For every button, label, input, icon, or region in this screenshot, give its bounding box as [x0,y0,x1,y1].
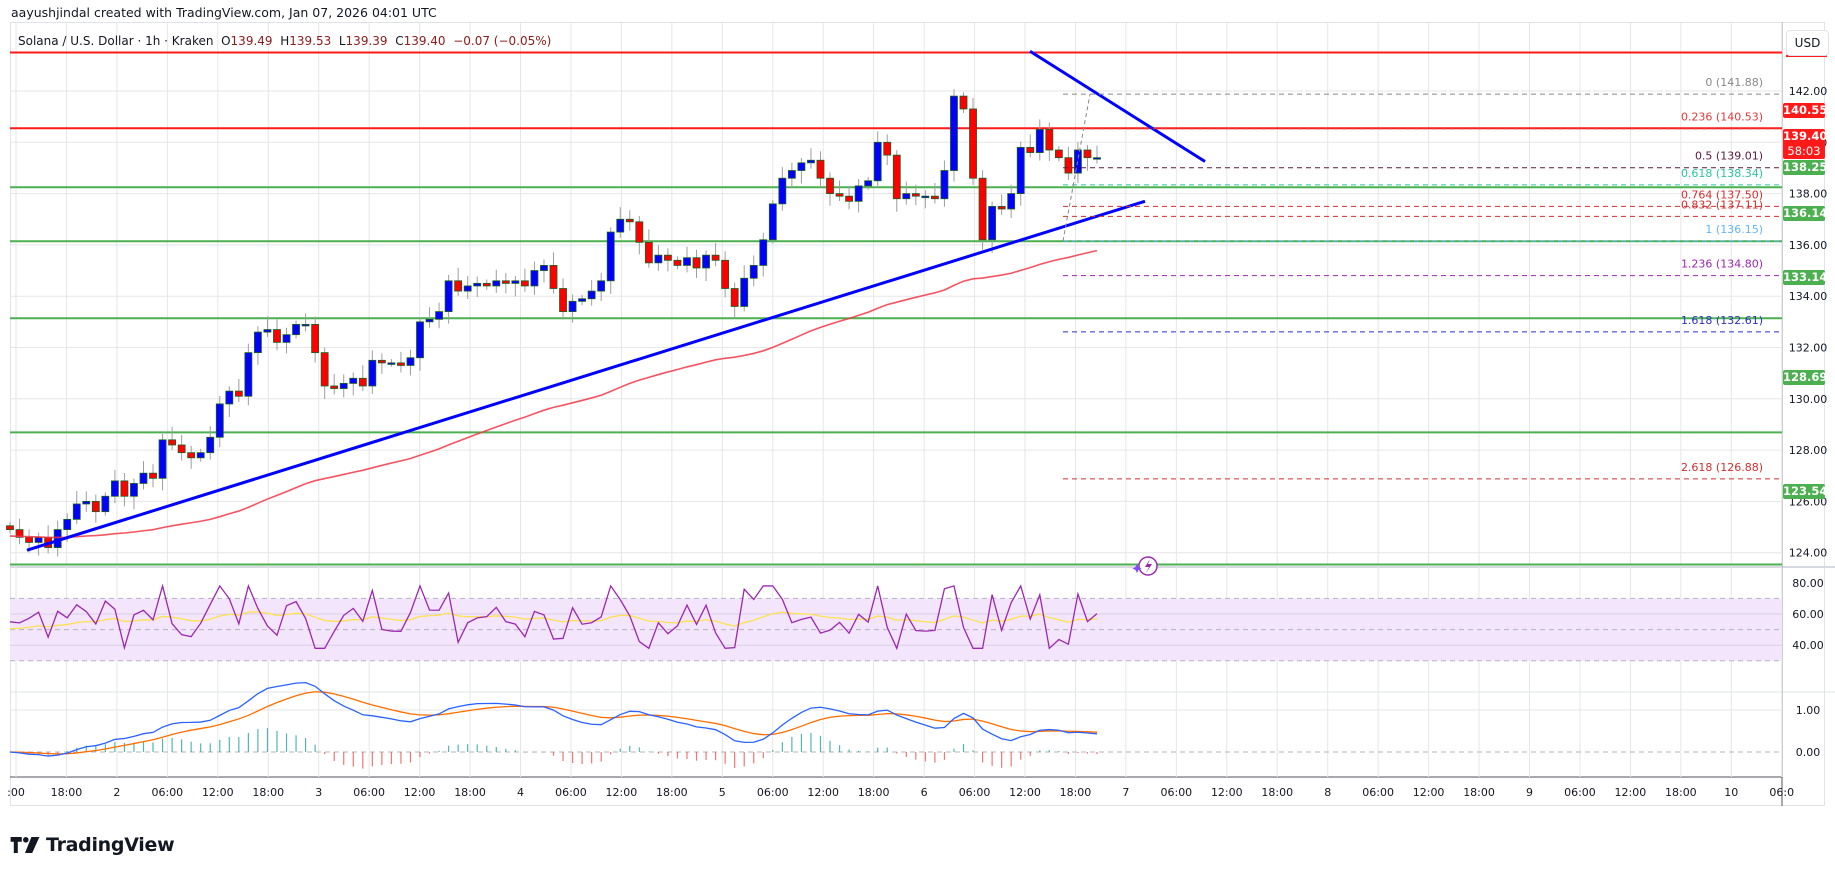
rsi-tick: 60.00 [1792,608,1824,621]
time-tick: 2 [113,786,120,799]
time-tick: 18:00 [1261,786,1293,799]
price-tag: 139.40 58:03 [1783,129,1828,159]
macd-tick: 1.00 [1796,704,1821,717]
time-tick: 06:0 [1769,786,1794,799]
time-tick: 06:00 [151,786,183,799]
ascending-trendline[interactable] [26,199,1146,552]
price-tick: 132.00 [1789,342,1828,355]
low-value: 139.39 [345,34,388,48]
fib-level-label: 0 (141.88) [1705,76,1763,89]
fib-level-label: 1 (136.15) [1705,223,1763,236]
time-tick: 5 [719,786,726,799]
price-tag: 136.14 [1783,206,1828,221]
time-tick: 3 [315,786,322,799]
price-tick: 142.00 [1789,85,1828,98]
price-tick: 124.00 [1789,547,1828,560]
price-tick: 130.00 [1789,393,1828,406]
price-tag: 138.25 [1783,160,1828,175]
close-value: 139.40 [403,34,446,48]
time-tick: 06:00 [555,786,587,799]
time-tick: 06:00 [1160,786,1192,799]
rsi-tick: 80.00 [1792,577,1824,590]
time-tick: 12:00 [1615,786,1647,799]
time-tick: 12:00 [202,786,234,799]
tradingview-logo[interactable]: TradingView [10,834,175,856]
time-tick: 06:00 [757,786,789,799]
time-tick: 18:00 [1060,786,1092,799]
time-tick: 06:00 [1564,786,1596,799]
time-tick: 4 [517,786,524,799]
change-value: −0.07 (−0.05%) [453,34,552,48]
chart-frame [10,22,1825,806]
macd-line [9,681,1098,757]
time-tick: 18:00 [252,786,284,799]
symbol-name[interactable]: Solana / U.S. Dollar · 1h · Kraken [18,34,214,48]
time-tick: 18:00 [1463,786,1495,799]
time-tick: 18:00 [454,786,486,799]
open-value: 139.49 [230,34,273,48]
fib-level-label: 0.618 (138.34) [1681,167,1763,180]
ema-line [9,249,1098,539]
high-value: 139.53 [289,34,332,48]
rsi-signal-line [9,611,1098,630]
candles [6,89,1101,557]
time-tick: 18:00 [656,786,688,799]
price-tag: 128.69 [1783,370,1828,385]
tradingview-logo-icon [10,837,40,853]
fib-level-label: 1.236 (134.80) [1681,258,1763,271]
price-tick: 138.00 [1789,188,1828,201]
time-tick: 12:00 [807,786,839,799]
fib-level-label: 2.618 (126.88) [1681,461,1763,474]
time-tick: 18:00 [858,786,890,799]
tradingview-brand: TradingView [46,834,175,856]
time-tick: 06:00 [353,786,385,799]
chart-credit: aayushjindal created with TradingView.co… [11,5,437,20]
fib-level-label: 0.5 (139.01) [1695,150,1763,163]
time-tick: 12:00 [606,786,638,799]
price-tick: 128.00 [1789,444,1828,457]
fib-level-label: 0.764 (137.50) [1681,188,1763,201]
time-tick: 06:00 [1362,786,1394,799]
lightning-icon[interactable] [1132,556,1158,576]
descending-trendline[interactable] [1029,49,1206,163]
time-tick: 12:00 [1413,786,1445,799]
fib-level-label: 0.236 (140.53) [1681,111,1763,124]
time-tick: 7 [1122,786,1129,799]
rsi-line [9,583,1098,651]
time-tick: 12:00 [1211,786,1243,799]
price-tick: 136.00 [1789,239,1828,252]
macd-tick: 0.00 [1796,746,1821,759]
macd-signal-line [9,691,1098,755]
fib-level-label: 1.618 (132.61) [1681,314,1763,327]
macd-histogram [18,728,1098,769]
time-tick: 06:00 [959,786,991,799]
fib-level-label: 0.832 (137.11) [1681,198,1763,211]
time-tick: 8 [1324,786,1331,799]
time-tick: 12:00 [404,786,436,799]
time-tick: 18:00 [1665,786,1697,799]
rsi-tick: 40.00 [1792,639,1824,652]
price-tag: 123.54 [1783,484,1828,499]
time-tick: 18:00 [51,786,83,799]
time-tick: :00 [7,786,25,799]
price-tag: 133.14 [1783,270,1828,285]
time-tick: 10 [1724,786,1738,799]
time-tick: 9 [1526,786,1533,799]
time-tick: 12:00 [1009,786,1041,799]
symbol-legend: Solana / U.S. Dollar · 1h · Kraken O139.… [18,34,552,48]
price-tick: 134.00 [1789,290,1828,303]
currency-button[interactable]: USD [1786,30,1829,56]
price-tag: 140.55 [1783,103,1828,118]
time-tick: 6 [921,786,928,799]
